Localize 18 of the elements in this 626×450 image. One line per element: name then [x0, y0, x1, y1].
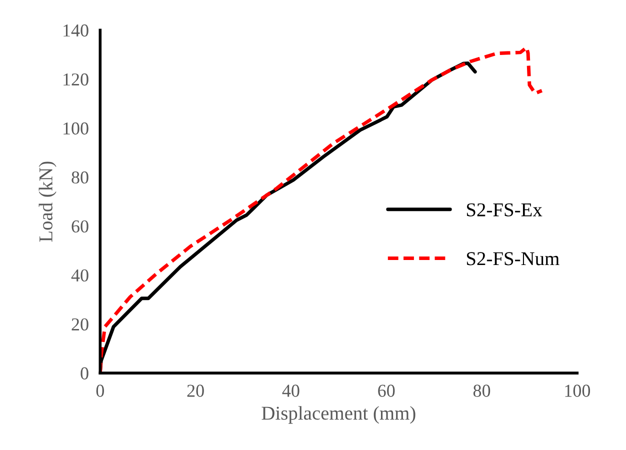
legend-label: S2-FS-Ex: [466, 203, 542, 216]
y-tick-label: 40: [71, 269, 88, 282]
x-tick-label: 80: [473, 384, 490, 397]
y-tick-label: 100: [64, 122, 88, 135]
legend-label: S2-FS-Num: [466, 252, 560, 266]
x-tick-label: 20: [187, 384, 204, 397]
y-tick-label: 140: [64, 24, 88, 37]
x-axis-title: Displacement (mm): [262, 406, 416, 424]
y-axis-title: Load (kN): [38, 162, 56, 242]
y-tick-label: 80: [72, 171, 88, 184]
y-tick-label: 20: [72, 318, 88, 331]
y-tick-label: 0: [80, 367, 88, 380]
y-tick-label: 60: [72, 220, 88, 233]
x-tick-label: 40: [282, 384, 300, 397]
x-tick-label: 60: [378, 384, 395, 397]
y-tick-label: 120: [64, 73, 88, 86]
x-tick-label: 0: [96, 384, 104, 397]
x-tick-label: 100: [565, 384, 590, 397]
